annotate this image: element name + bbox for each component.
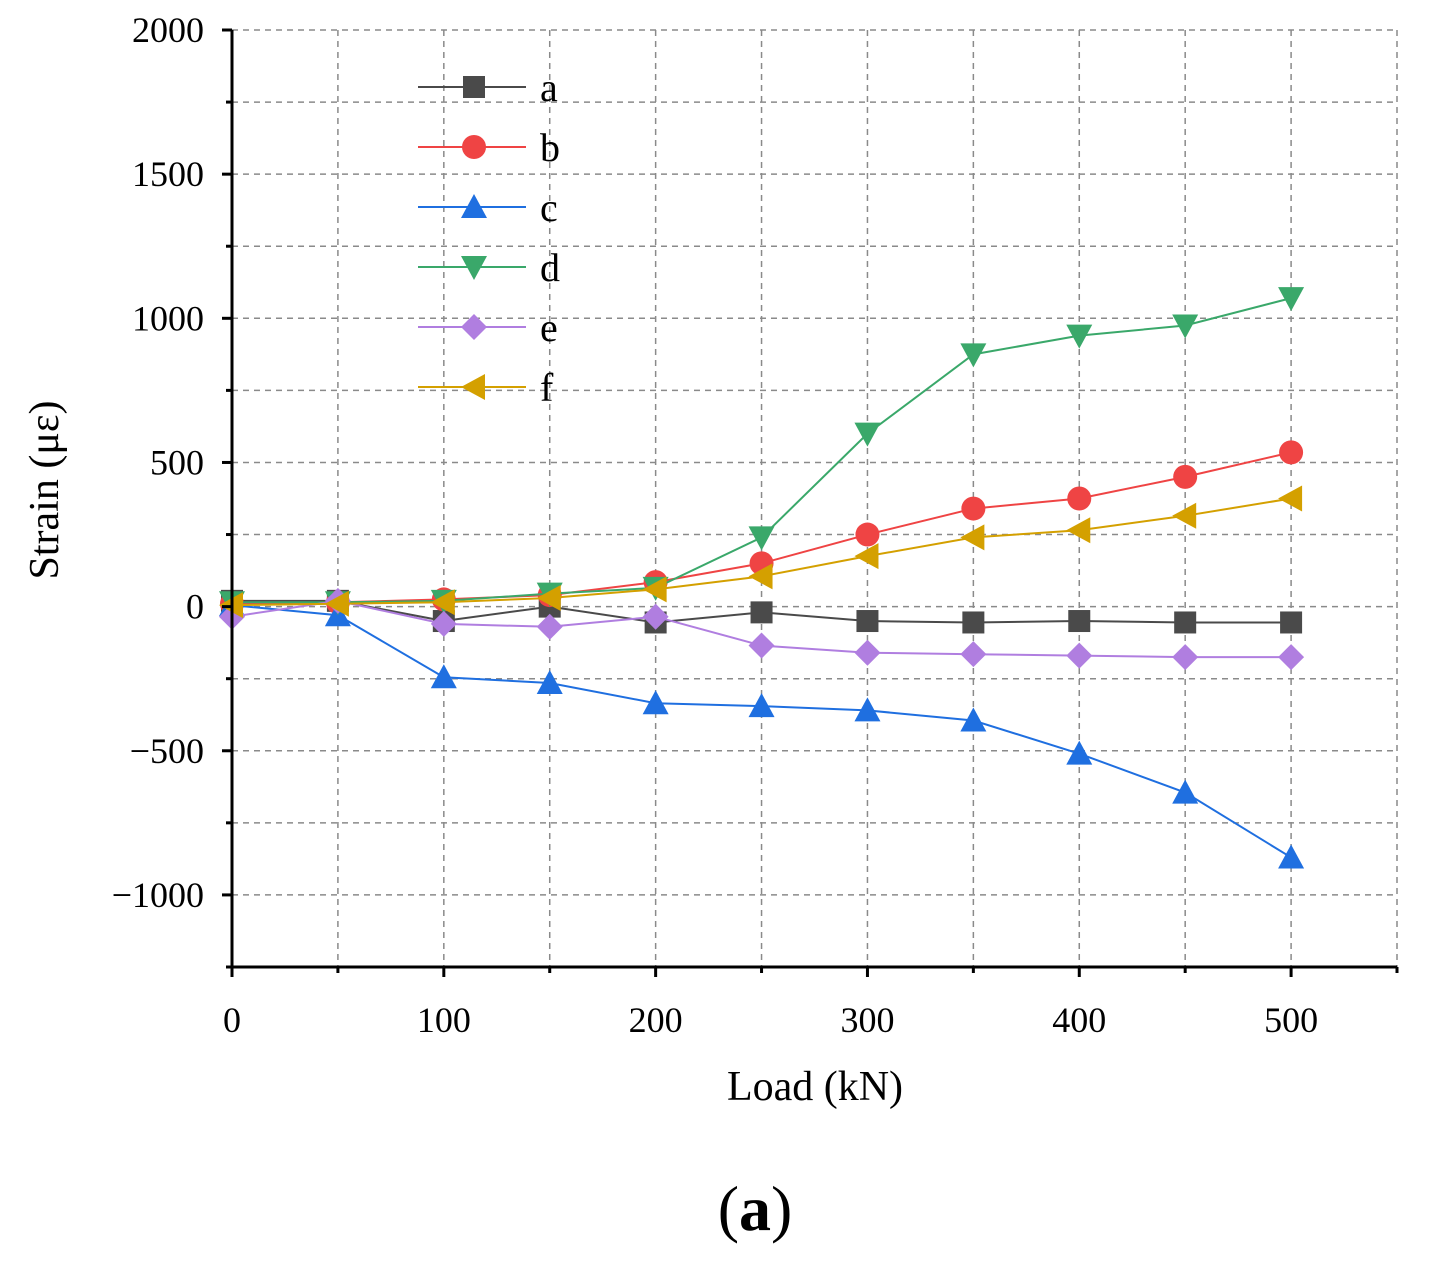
- data-point-f: [430, 589, 455, 616]
- data-point-e: [960, 641, 987, 668]
- series-c: [219, 592, 1305, 869]
- data-point-b: [855, 522, 880, 547]
- legend-marker-d: [461, 256, 487, 280]
- caption-open-paren: (: [718, 1173, 739, 1244]
- caption-close-paren: ): [771, 1173, 792, 1244]
- data-point-f: [1066, 517, 1091, 544]
- legend-label-c: c: [540, 185, 558, 230]
- data-point-e: [642, 603, 669, 630]
- data-point-b: [1173, 464, 1198, 489]
- data-point-d: [748, 526, 775, 551]
- legend-marker-a: [463, 76, 485, 98]
- data-point-f: [854, 543, 879, 570]
- x-tick-label: 500: [1264, 1000, 1318, 1040]
- y-tick-label: −500: [130, 731, 204, 771]
- data-point-a: [962, 611, 985, 634]
- legend-item-c: c: [418, 185, 558, 230]
- data-point-b: [1067, 486, 1092, 511]
- x-axis-title: Load (kN): [727, 1064, 903, 1110]
- figure-caption: (a): [718, 1173, 793, 1244]
- caption-letter: a: [739, 1173, 771, 1244]
- data-point-a: [1280, 611, 1303, 634]
- data-point-c: [430, 664, 457, 689]
- plot-series: [219, 287, 1305, 869]
- data-point-c: [748, 693, 775, 718]
- legend-label-b: b: [540, 125, 560, 170]
- legend-label-d: d: [540, 245, 560, 290]
- data-point-a: [1068, 610, 1091, 633]
- data-point-c: [1278, 844, 1305, 869]
- data-point-f: [324, 590, 349, 617]
- y-axis-title: Strain (με): [22, 401, 68, 580]
- axes: [222, 28, 1399, 977]
- y-tick-label: 1500: [132, 154, 204, 194]
- data-point-e: [748, 632, 775, 659]
- legend-label-a: a: [540, 65, 558, 110]
- x-tick-label: 400: [1052, 1000, 1106, 1040]
- legend-item-b: b: [418, 125, 560, 170]
- data-point-f: [536, 584, 561, 611]
- legend-marker-e: [461, 314, 487, 340]
- legend-label-e: e: [540, 305, 558, 350]
- data-point-d: [1278, 287, 1305, 312]
- data-point-c: [960, 707, 987, 732]
- data-point-d: [1066, 324, 1093, 349]
- data-point-e: [430, 610, 457, 637]
- data-point-f: [748, 563, 773, 590]
- data-point-f: [1172, 502, 1197, 529]
- data-point-e: [536, 613, 563, 640]
- data-point-a: [1174, 611, 1197, 634]
- data-point-f: [1278, 485, 1303, 512]
- x-tick-label: 300: [840, 1000, 894, 1040]
- data-point-d: [1172, 314, 1199, 339]
- data-point-f: [642, 576, 667, 603]
- data-point-d: [854, 422, 881, 447]
- legend-item-e: e: [418, 305, 558, 350]
- data-point-b: [1279, 440, 1304, 465]
- data-point-e: [1278, 644, 1305, 671]
- x-tick-label: 0: [223, 1000, 241, 1040]
- y-tick-label: 0: [186, 587, 204, 627]
- x-tick-label: 100: [417, 1000, 471, 1040]
- data-point-d: [960, 343, 987, 368]
- legend-marker-c: [461, 194, 487, 218]
- y-tick-label: 2000: [132, 10, 204, 50]
- data-point-e: [1172, 644, 1199, 671]
- data-point-e: [1066, 642, 1093, 669]
- series-f: [219, 485, 1303, 619]
- legend-item-d: d: [418, 245, 560, 290]
- y-tick-label: −1000: [112, 875, 204, 915]
- tick-labels: 0 100 200 300 400 500 −1000 −500 0 500 1000 1500 200…: [112, 10, 1318, 1040]
- legend-item-f: f: [418, 365, 554, 410]
- data-point-a: [856, 610, 879, 633]
- x-tick-label: 200: [629, 1000, 683, 1040]
- y-tick-label: 500: [150, 442, 204, 482]
- grid-lines: [232, 29, 1398, 967]
- legend-item-a: a: [418, 65, 558, 110]
- data-point-c: [854, 697, 881, 722]
- legend-label-f: f: [540, 365, 554, 410]
- data-point-c: [642, 690, 669, 715]
- data-point-a: [750, 601, 773, 624]
- data-point-e: [854, 639, 881, 666]
- data-point-b: [961, 496, 986, 521]
- legend-marker-f: [461, 374, 485, 400]
- legend-marker-b: [462, 135, 486, 159]
- data-point-c: [536, 670, 563, 695]
- data-point-c: [1172, 779, 1199, 804]
- data-point-c: [1066, 740, 1093, 765]
- y-tick-label: 1000: [132, 298, 204, 338]
- data-point-f: [960, 524, 985, 551]
